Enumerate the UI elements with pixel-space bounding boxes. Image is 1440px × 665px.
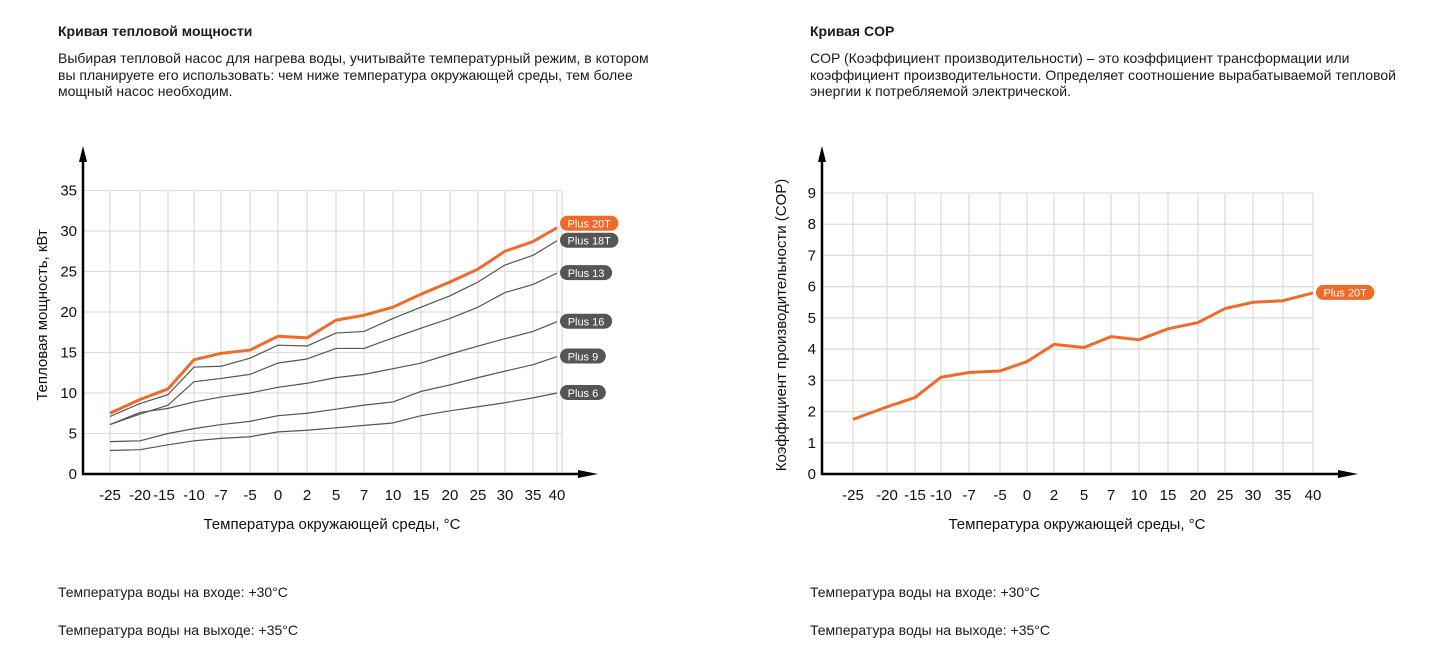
x-tick-label: -20 [129,487,151,504]
x-tick-label: 35 [1275,487,1292,504]
y-tick-label: 10 [60,385,77,402]
x-tick-label: 7 [1107,487,1115,504]
series-label: Plus 18T [567,236,611,248]
x-tick-label: -20 [876,487,898,504]
series-line-plus-18t [109,240,558,418]
x-tick-label: -7 [962,487,975,504]
y-tick-label: 5 [808,310,816,327]
x-tick-label: 10 [385,487,402,504]
x-tick-label: -5 [243,487,256,504]
y-tick-label: 7 [808,247,816,264]
series-label-badge [560,265,613,281]
y-axis-label: Тепловая мощность, кВт [34,229,51,401]
water-inlet-temp: Температура воды на входе: +30°C [58,584,288,600]
y-tick-label: 8 [808,216,816,233]
series-line-plus-13 [109,272,558,426]
x-tick-label: -25 [842,487,864,504]
y-tick-label: 0 [808,466,816,483]
y-tick-label: 9 [808,185,816,202]
x-tick-label: 2 [303,487,311,504]
y-tick-label: 20 [60,304,77,321]
y-axis-arrow-icon [818,146,826,162]
series-label: Plus 20T [1323,288,1367,300]
y-tick-label: 25 [60,264,77,281]
x-axis-label: Температура окружающей среды, °C [948,516,1205,533]
x-tick-label: 5 [1080,487,1088,504]
y-tick-label: 6 [808,279,816,296]
y-tick-label: 3 [808,372,816,389]
water-outlet-temp: Температура воды на выходе: +35°C [58,622,298,638]
water-inlet-temp: Температура воды на входе: +30°C [810,584,1040,600]
section-title: Кривая COP [810,23,895,39]
series-label-badge [560,313,613,329]
y-tick-label: 30 [60,223,77,240]
section-description: COP (Коэффициент производительности) – э… [810,50,1396,99]
series-label: Plus 20T [567,219,611,231]
x-axis-arrow-icon [578,470,598,478]
section-title: Кривая тепловой мощности [58,23,253,39]
x-tick-label: 7 [360,487,368,504]
y-tick-label: 0 [69,466,77,483]
series-label: Plus 13 [568,268,605,280]
x-tick-label: 20 [1190,487,1207,504]
y-tick-label: 1 [808,435,816,452]
x-tick-label: -7 [214,487,227,504]
series-label-badge [1316,284,1375,300]
x-tick-label: 5 [332,487,340,504]
x-tick-label: 30 [1245,487,1262,504]
x-tick-label: 10 [1131,487,1148,504]
x-tick-label: 15 [1160,487,1177,504]
series-label-badge [560,348,606,364]
x-tick-label: 20 [442,487,459,504]
y-axis-arrow-icon [79,146,87,162]
y-tick-label: 35 [60,183,77,200]
x-tick-label: 0 [274,487,282,504]
section-description: Выбирая тепловой насос для нагрева воды,… [58,50,649,99]
x-tick-label: 15 [413,487,430,504]
y-tick-label: 2 [808,404,816,421]
water-outlet-temp: Температура воды на выходе: +35°C [810,622,1050,638]
y-tick-label: 4 [808,341,816,358]
series-label: Plus 16 [568,317,605,329]
series-label-badge [560,385,606,400]
x-tick-label: -15 [904,487,926,504]
x-tick-label: 40 [1305,487,1322,504]
x-tick-label: 2 [1050,487,1058,504]
x-tick-label: 35 [525,487,542,504]
series-label-badge [560,232,619,248]
x-tick-label: -10 [183,487,205,504]
series-line-plus-16 [109,321,558,426]
x-tick-label: 0 [1023,487,1031,504]
y-axis-label: Коэффициент производительности (COP) [773,179,790,472]
x-tick-label: 40 [549,487,566,504]
x-tick-label: 25 [470,487,487,504]
y-tick-label: 15 [60,345,77,362]
series-line-plus-9 [109,355,558,443]
x-tick-label: 25 [1217,487,1234,504]
x-axis-arrow-icon [1338,470,1358,478]
series-label-badge [560,215,619,231]
series-line-plus-20t [852,291,1314,421]
x-axis-label: Температура окружающей среды, °C [203,516,460,533]
y-tick-label: 5 [69,426,77,443]
x-tick-label: 30 [497,487,514,504]
series-line-plus-20t [109,226,558,415]
x-tick-label: -10 [930,487,952,504]
series-line-plus-6 [109,392,558,452]
x-tick-label: -15 [153,487,175,504]
x-tick-label: -25 [99,487,121,504]
series-label: Plus 9 [568,351,599,363]
series-label: Plus 6 [568,388,599,400]
x-tick-label: -5 [993,487,1006,504]
